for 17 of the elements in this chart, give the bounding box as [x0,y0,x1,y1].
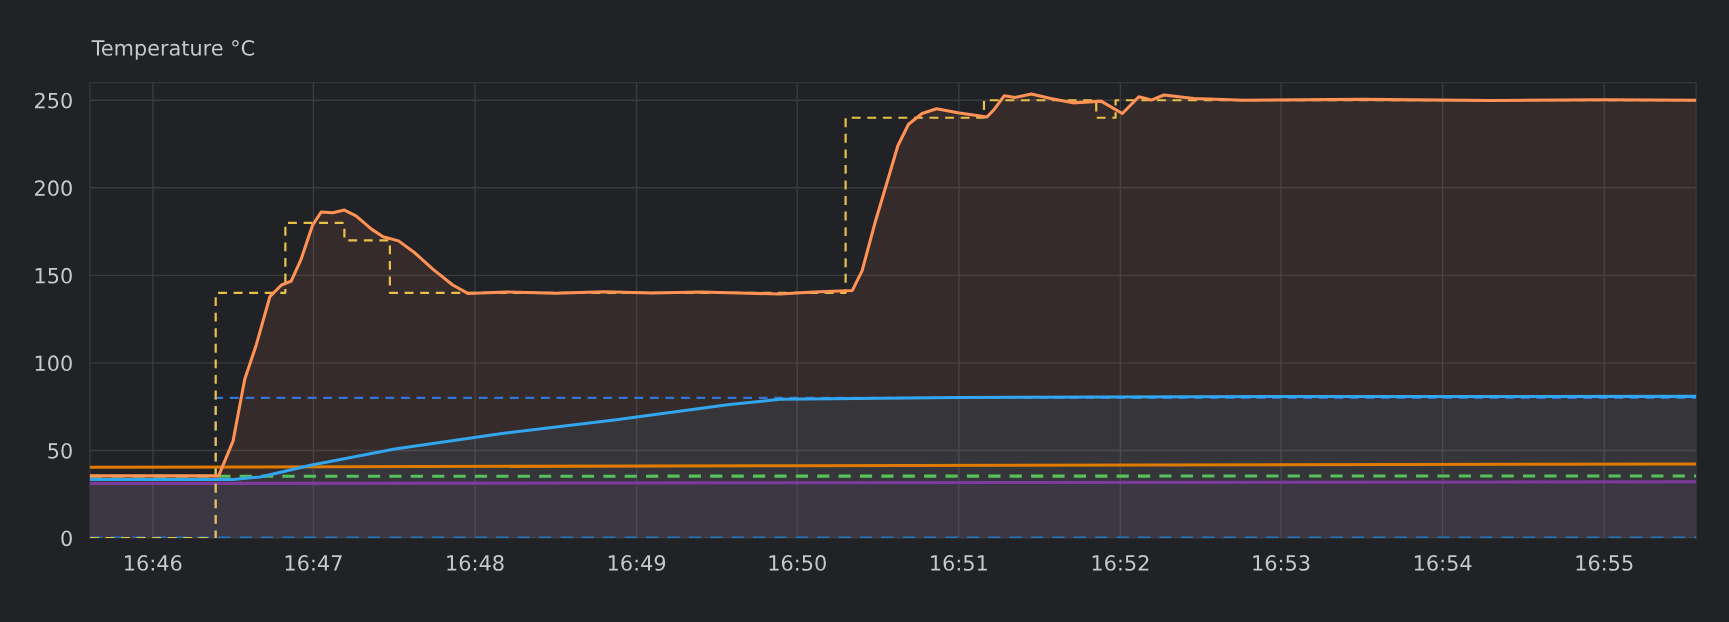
x-tick-label: 16:47 [285,555,342,571]
x-tick-label: 16:48 [447,555,504,571]
y-tick-label: 250 [35,92,72,109]
y-tick-label: 50 [48,442,72,459]
y-tick-label: 150 [35,267,72,284]
x-tick-label: 16:53 [1253,555,1310,571]
x-tick-label: 16:55 [1576,555,1633,571]
x-tick-label: 16:52 [1092,555,1149,571]
y-tick-label: 100 [35,355,72,372]
x-tick-label: 16:51 [931,555,987,571]
chart-title: Temperature °C [91,40,255,60]
x-tick-label: 16:50 [769,555,826,571]
y-tick-label: 0 [61,530,72,547]
x-tick-label: 16:54 [1414,555,1472,571]
y-tick-label: 200 [35,180,72,197]
x-tick-label: 16:49 [608,555,666,571]
x-tick-label: 16:46 [125,555,182,571]
